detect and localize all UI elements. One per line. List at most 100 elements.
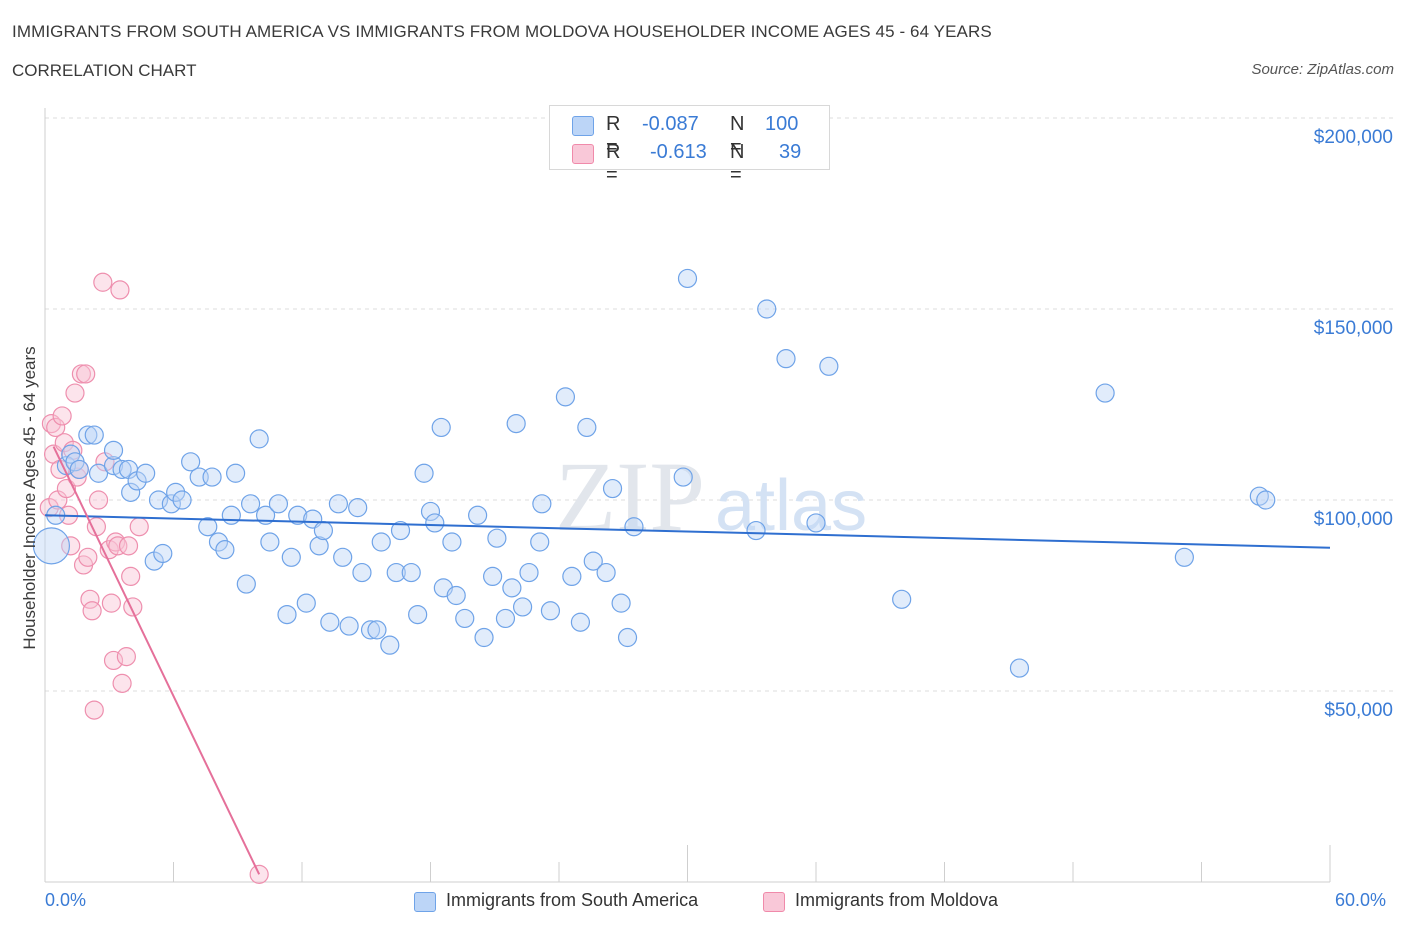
data-point xyxy=(506,414,526,434)
data-point xyxy=(596,562,616,583)
series-south-america xyxy=(32,268,1276,678)
data-point xyxy=(215,540,235,560)
legend-n-value: 39 xyxy=(779,141,802,163)
data-point xyxy=(84,700,104,720)
data-point xyxy=(339,616,359,636)
bottom-legend-swatch-south-america xyxy=(414,892,436,912)
chart-title: IMMIGRANTS FROM SOUTH AMERICA VS IMMIGRA… xyxy=(12,22,992,41)
data-point xyxy=(352,562,372,583)
data-point xyxy=(221,505,241,525)
data-point xyxy=(328,494,349,514)
watermark: ZIP atlas xyxy=(555,441,867,552)
bottom-legend-swatch-moldova xyxy=(763,892,785,912)
trend-line-moldova xyxy=(52,446,261,875)
source-credit: Source: ZipAtlas.com xyxy=(1251,61,1394,78)
data-point xyxy=(84,425,104,445)
y-tick-labels: $50,000 $100,000 $150,000 $200,000 xyxy=(1314,127,1393,721)
data-point xyxy=(892,589,912,609)
data-point xyxy=(202,467,222,487)
data-point xyxy=(1095,383,1115,403)
data-point xyxy=(583,551,603,571)
legend-swatch-moldova xyxy=(572,144,594,164)
data-point xyxy=(236,574,256,594)
data-point xyxy=(776,349,796,369)
data-point xyxy=(226,463,246,483)
watermark-zip: ZIP xyxy=(555,441,705,552)
data-point xyxy=(172,490,192,510)
data-point xyxy=(166,482,186,502)
data-point xyxy=(129,517,149,537)
data-point xyxy=(420,501,441,522)
data-point xyxy=(148,490,169,510)
data-point xyxy=(78,547,98,567)
data-point xyxy=(677,268,698,289)
data-point xyxy=(277,604,297,625)
legend-r-label: R = xyxy=(606,113,621,158)
data-point xyxy=(52,406,72,426)
trend-line-south-america xyxy=(44,514,1331,549)
data-point xyxy=(309,536,329,556)
chart-subtitle: CORRELATION CHART xyxy=(12,61,197,80)
data-point xyxy=(181,452,201,472)
data-point xyxy=(474,627,494,648)
data-point xyxy=(495,608,516,629)
data-point xyxy=(46,417,66,438)
data-point xyxy=(746,520,766,541)
data-point xyxy=(65,383,85,403)
data-point xyxy=(241,494,261,514)
data-point xyxy=(112,459,132,480)
data-point xyxy=(532,494,552,514)
x-tick-max: 60.0% xyxy=(1335,890,1387,910)
y-axis-label: Householder Income Ages 45 - 64 years xyxy=(20,346,39,650)
data-point xyxy=(386,562,406,583)
data-point xyxy=(153,543,173,564)
bottom-legend-label: Immigrants from South America xyxy=(446,890,699,910)
data-point xyxy=(530,532,550,552)
data-point xyxy=(348,498,368,518)
data-point xyxy=(401,562,421,583)
data-point xyxy=(116,647,136,667)
data-point xyxy=(82,601,102,621)
data-point xyxy=(110,280,130,300)
data-point xyxy=(208,532,229,552)
data-point xyxy=(577,417,597,438)
trend-lines xyxy=(44,446,1331,875)
data-point xyxy=(1009,658,1030,678)
data-point xyxy=(519,562,539,583)
data-point xyxy=(442,532,462,552)
data-point xyxy=(425,513,445,533)
series-moldova xyxy=(39,272,269,884)
data-point xyxy=(673,467,693,487)
data-point xyxy=(431,417,451,438)
data-point xyxy=(80,589,100,609)
data-point xyxy=(390,520,411,541)
data-point xyxy=(1174,547,1194,567)
data-point xyxy=(101,593,121,613)
data-point xyxy=(249,429,269,449)
data-point xyxy=(502,578,522,598)
grid-lines xyxy=(45,117,1395,692)
data-point xyxy=(570,612,591,632)
data-point xyxy=(380,635,400,655)
data-point xyxy=(320,612,340,632)
data-point xyxy=(757,299,777,319)
data-point xyxy=(1256,490,1276,510)
data-point xyxy=(112,673,132,693)
data-point xyxy=(408,604,428,625)
data-point xyxy=(371,532,391,552)
data-point xyxy=(624,517,644,537)
data-point xyxy=(414,463,434,483)
data-point xyxy=(268,494,289,514)
data-point xyxy=(121,482,141,502)
legend-r-value: -0.613 xyxy=(650,141,707,163)
legend-n-label: N = xyxy=(730,113,745,158)
data-point xyxy=(483,566,503,587)
y-tick-label: $50,000 xyxy=(1324,700,1393,721)
data-point xyxy=(93,272,113,292)
correlation-legend: R = -0.087 N = 100 R = -0.613 N = 39 xyxy=(549,105,830,186)
data-point xyxy=(32,527,71,565)
data-point xyxy=(88,490,109,510)
data-point xyxy=(88,463,109,483)
data-point xyxy=(69,459,89,480)
